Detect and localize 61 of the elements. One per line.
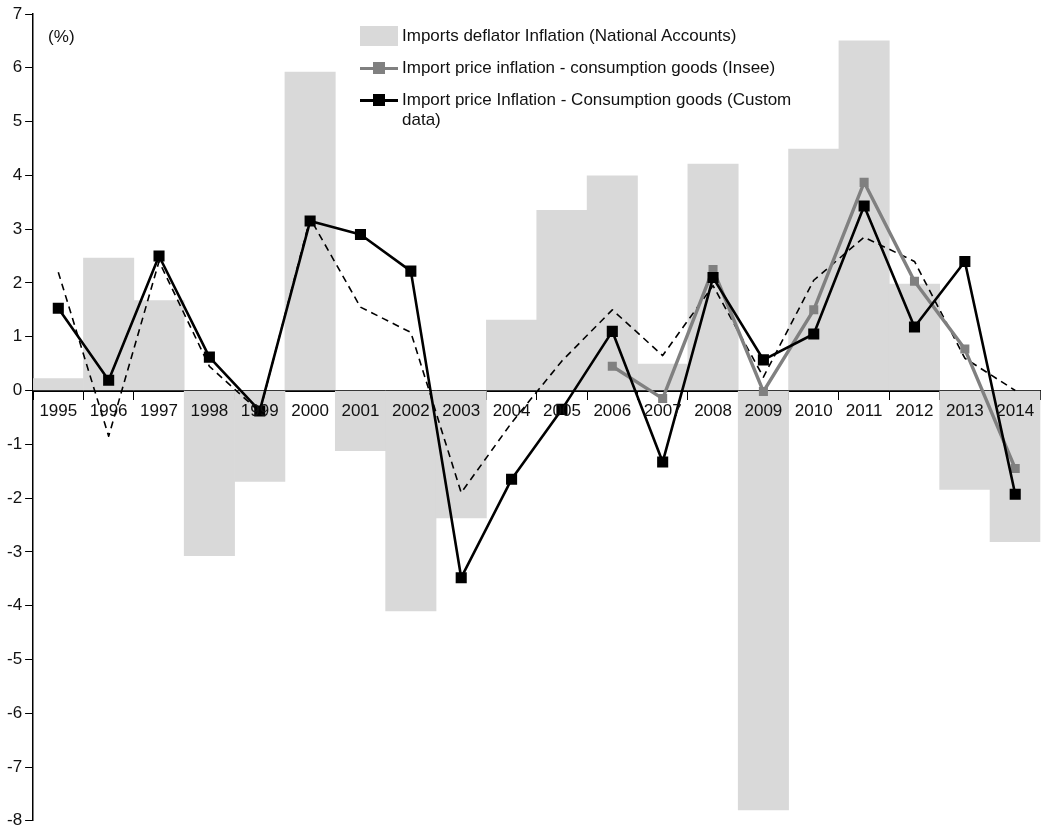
legend-label: Import price Inflation - Consumption goods (Custom data) — [402, 90, 793, 130]
point — [506, 473, 518, 485]
y-tick-label: -5 — [6, 649, 23, 669]
point — [809, 305, 819, 315]
point — [858, 200, 870, 212]
x-tick-label: 2004 — [492, 401, 531, 421]
legend-label: Imports deflator Inflation (National Accounts) — [402, 26, 737, 46]
point — [960, 344, 970, 354]
y-tick-label: 2 — [12, 272, 23, 292]
point — [405, 265, 417, 277]
y-tick-label: 3 — [12, 218, 23, 238]
point — [808, 328, 820, 340]
point — [859, 177, 869, 187]
point — [153, 250, 165, 262]
y-tick-label: 0 — [12, 380, 23, 400]
point — [909, 276, 920, 286]
x-tick-label: 2006 — [593, 401, 632, 421]
annotation: (%) — [48, 27, 75, 47]
y-tick-label: -1 — [6, 433, 23, 453]
x-tick-label: 1998 — [190, 401, 229, 421]
point — [757, 354, 769, 366]
legend-label: Import price inflation - consumption goods (Insee) — [402, 58, 776, 78]
point — [908, 321, 921, 333]
y-tick-label: -7 — [6, 756, 23, 776]
y-tick-label: -2 — [6, 487, 23, 507]
point — [959, 255, 971, 267]
x-tick-label: 2000 — [291, 401, 330, 421]
point — [203, 351, 215, 363]
y-tick-label: -6 — [6, 702, 23, 722]
x-tick-label: 2013 — [945, 401, 984, 421]
x-tick-label: 1997 — [140, 401, 178, 421]
x-tick-label: 2012 — [895, 401, 934, 421]
point — [607, 361, 617, 371]
point — [455, 572, 467, 584]
x-tick-label: 2008 — [694, 401, 732, 421]
y-tick-label: 1 — [12, 326, 23, 346]
point — [707, 272, 719, 284]
y-tick-label: -8 — [6, 810, 23, 830]
y-tick-label: -3 — [6, 541, 23, 561]
point — [52, 302, 64, 314]
point — [1009, 488, 1021, 500]
x-tick-label: 2010 — [794, 401, 833, 421]
x-tick-label: 2002 — [391, 401, 430, 421]
x-tick-label: 2001 — [341, 401, 380, 421]
y-tick-label: 4 — [12, 165, 23, 185]
x-tick-label: 2003 — [442, 401, 481, 421]
x-tick-label: 1996 — [89, 401, 128, 421]
point — [354, 228, 367, 241]
y-tick-label: -4 — [6, 595, 23, 615]
point — [657, 456, 669, 468]
x-tick-label: 2011 — [845, 401, 883, 421]
point — [1010, 463, 1020, 474]
point — [103, 374, 115, 386]
x-tick-label: 1995 — [39, 401, 78, 421]
y-tick-label: 6 — [12, 57, 23, 77]
point — [758, 387, 768, 397]
point — [606, 325, 618, 337]
point — [304, 215, 316, 227]
y-tick-label: 7 — [12, 3, 23, 23]
y-tick-label: 5 — [12, 111, 23, 131]
x-tick-label: 2009 — [744, 401, 783, 421]
